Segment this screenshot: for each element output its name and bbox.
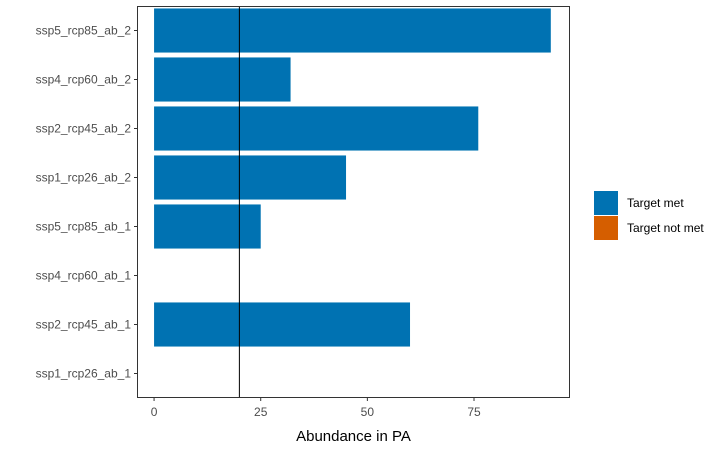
x-axis: 0 25 50 75 xyxy=(151,398,481,419)
y-tick-label: ssp2_rcp45_ab_2 xyxy=(36,122,132,136)
plot-panel-border xyxy=(137,6,570,398)
x-tick-label: 50 xyxy=(361,405,375,419)
y-tick-label: ssp4_rcp60_ab_1 xyxy=(36,269,132,283)
bar-ssp2_rcp45_ab_2 xyxy=(154,106,479,151)
y-tick-label: ssp5_rcp85_ab_2 xyxy=(36,24,132,38)
bar-ssp5_rcp85_ab_2 xyxy=(154,8,551,53)
bar-ssp1_rcp26_ab_2 xyxy=(154,155,347,200)
bar-ssp2_rcp45_ab_1 xyxy=(154,302,411,347)
legend-label: Target met xyxy=(627,196,684,210)
y-tick-label: ssp1_rcp26_ab_1 xyxy=(36,367,132,381)
x-axis-title: Abundance in PA xyxy=(296,428,411,445)
bars-layer xyxy=(154,8,551,347)
bar-ssp4_rcp60_ab_2 xyxy=(154,57,291,102)
bar-ssp5_rcp85_ab_1 xyxy=(154,204,261,249)
legend-swatch xyxy=(594,216,618,240)
y-tick-label: ssp2_rcp45_ab_1 xyxy=(36,318,132,332)
y-tick-label: ssp5_rcp85_ab_1 xyxy=(36,220,132,234)
x-tick-label: 25 xyxy=(254,405,268,419)
legend-label: Target not met xyxy=(627,221,704,235)
legend-swatch xyxy=(594,191,618,215)
legend: Target met Target not met xyxy=(594,191,704,240)
y-tick-label: ssp4_rcp60_ab_2 xyxy=(36,73,132,87)
y-axis: ssp5_rcp85_ab_2 ssp4_rcp60_ab_2 ssp2_rcp45… xyxy=(36,24,137,381)
y-tick-label: ssp1_rcp26_ab_2 xyxy=(36,171,132,185)
x-tick-label: 75 xyxy=(467,405,481,419)
x-tick-label: 0 xyxy=(151,405,158,419)
